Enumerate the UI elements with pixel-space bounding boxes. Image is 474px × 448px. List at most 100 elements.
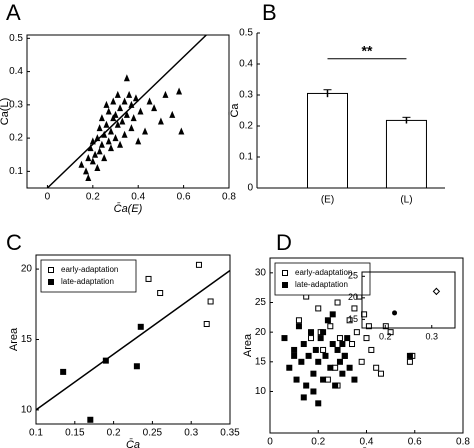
point bbox=[103, 100, 110, 108]
point bbox=[300, 341, 307, 348]
point bbox=[329, 341, 336, 348]
point bbox=[303, 382, 310, 389]
point bbox=[89, 157, 96, 165]
x-tick-label: 0.6 bbox=[408, 437, 422, 448]
bar bbox=[385, 119, 427, 189]
fit-line bbox=[35, 269, 231, 411]
point bbox=[382, 323, 389, 330]
y-tick-label: 25 bbox=[255, 297, 267, 308]
point bbox=[98, 140, 105, 148]
y-tick-label: 10 bbox=[255, 386, 267, 397]
point bbox=[78, 160, 85, 168]
point bbox=[332, 382, 339, 389]
point bbox=[157, 117, 164, 125]
y-tick-label: 15 bbox=[255, 356, 267, 367]
point bbox=[341, 352, 348, 359]
x-tick-label: 0.3 bbox=[184, 428, 198, 439]
point bbox=[105, 137, 112, 145]
point bbox=[195, 261, 202, 268]
point bbox=[315, 400, 322, 407]
point bbox=[85, 174, 92, 182]
point bbox=[103, 120, 110, 128]
y-axis-label: C̄a bbox=[228, 103, 241, 118]
point bbox=[392, 310, 398, 316]
x-tick-label: 0 bbox=[267, 437, 273, 448]
x-tick-label: 0 bbox=[45, 192, 51, 203]
point bbox=[368, 346, 375, 353]
point bbox=[133, 363, 140, 370]
point bbox=[162, 90, 169, 98]
point bbox=[281, 335, 288, 342]
point bbox=[320, 346, 327, 353]
y-tick-label: 20 bbox=[21, 264, 33, 275]
point bbox=[117, 104, 124, 112]
point bbox=[178, 127, 185, 135]
panel-letter: A bbox=[6, 0, 21, 25]
legend-marker bbox=[282, 282, 288, 288]
point bbox=[105, 107, 112, 115]
point bbox=[87, 144, 94, 152]
point bbox=[92, 150, 99, 158]
point bbox=[327, 323, 334, 330]
point bbox=[137, 107, 144, 115]
legend-marker bbox=[282, 270, 288, 276]
legend-marker bbox=[48, 267, 54, 273]
point bbox=[308, 329, 315, 336]
point bbox=[329, 311, 336, 318]
point bbox=[432, 287, 441, 296]
point bbox=[293, 376, 300, 383]
y-tick-label: 25 bbox=[348, 271, 358, 281]
point bbox=[291, 346, 298, 353]
point bbox=[387, 329, 394, 336]
y-tick-label: 0.2 bbox=[239, 121, 253, 132]
point bbox=[114, 120, 121, 128]
y-tick-label: 0.5 bbox=[9, 33, 23, 44]
y-axis-label: Area bbox=[8, 327, 20, 351]
point bbox=[114, 90, 121, 98]
x-axis-label: C̄a bbox=[126, 438, 140, 448]
point bbox=[295, 323, 302, 330]
point bbox=[336, 335, 343, 342]
point bbox=[286, 364, 293, 371]
point bbox=[377, 370, 384, 377]
point bbox=[406, 352, 413, 359]
point bbox=[117, 140, 124, 148]
point bbox=[83, 167, 90, 175]
point bbox=[128, 124, 135, 132]
x-tick-label: 0.6 bbox=[177, 192, 191, 203]
point bbox=[112, 134, 119, 142]
panel-letter: B bbox=[262, 0, 277, 25]
x-axis-label: C̄a(E) bbox=[114, 202, 143, 215]
y-tick-label: 0.1 bbox=[239, 152, 253, 163]
y-tick-label: 0.2 bbox=[9, 133, 23, 144]
x-tick-label: 0.35 bbox=[220, 428, 240, 439]
x-tick-label: (L) bbox=[400, 195, 412, 206]
y-tick-label: 0.4 bbox=[9, 66, 23, 77]
y-tick-label: 0.4 bbox=[239, 59, 253, 70]
plot-frame bbox=[26, 34, 230, 189]
point bbox=[336, 358, 343, 365]
point bbox=[146, 97, 153, 105]
point bbox=[358, 358, 365, 365]
legend-marker bbox=[48, 279, 54, 285]
y-tick-label: 15 bbox=[348, 314, 358, 324]
point bbox=[85, 154, 92, 162]
point bbox=[102, 357, 109, 364]
point bbox=[312, 346, 319, 353]
point bbox=[135, 137, 142, 145]
y-tick-label: 30 bbox=[255, 267, 267, 278]
point bbox=[121, 97, 128, 105]
point bbox=[89, 137, 96, 145]
point bbox=[339, 341, 346, 348]
x-tick-label: 0.4 bbox=[360, 437, 374, 448]
bar bbox=[307, 92, 348, 189]
point bbox=[123, 74, 130, 82]
point bbox=[351, 376, 358, 383]
point bbox=[110, 97, 117, 105]
point bbox=[112, 110, 119, 118]
y-tick-label: 0.3 bbox=[9, 99, 23, 110]
significance-label: ** bbox=[362, 42, 373, 58]
y-tick-label: 20 bbox=[255, 327, 267, 338]
point bbox=[320, 376, 327, 383]
x-tick-label: 0.2 bbox=[379, 331, 392, 341]
